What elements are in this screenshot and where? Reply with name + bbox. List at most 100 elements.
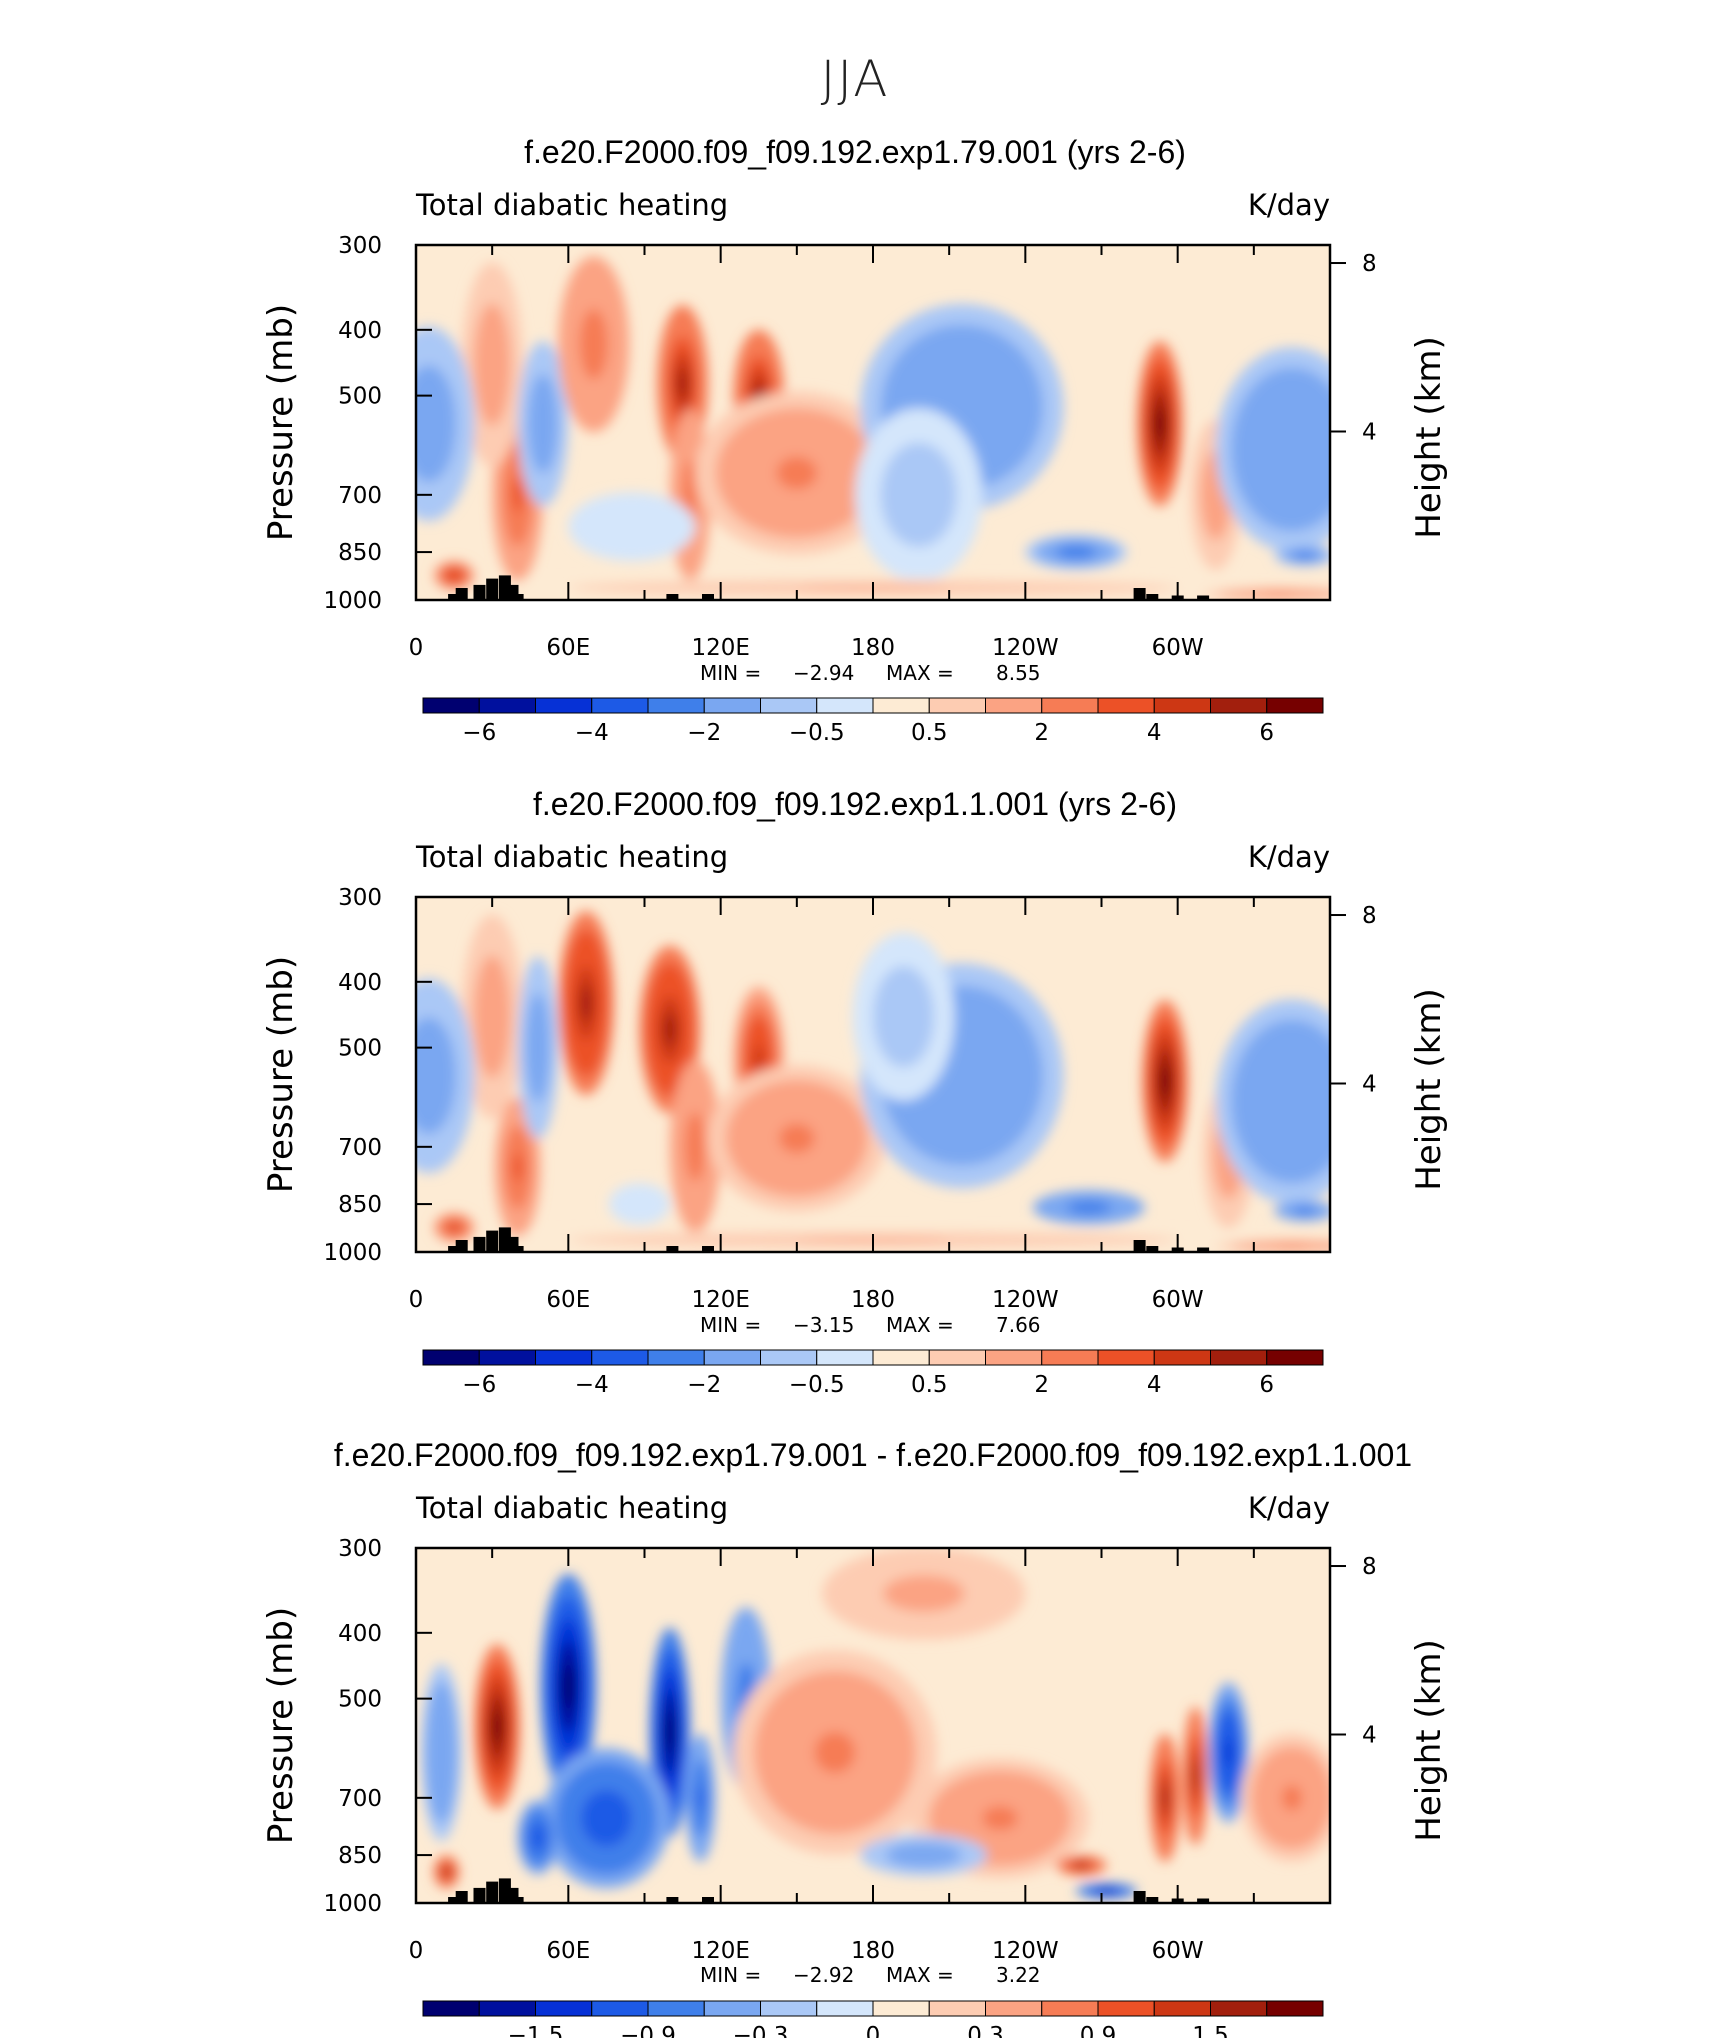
y2-axis-title: Height (km): [1409, 336, 1449, 539]
y-axis-title: Pressure (mb): [261, 1607, 301, 1844]
field-contour: [1192, 1762, 1198, 1790]
x-tick-label: 120E: [691, 1287, 749, 1313]
x-tick-label: 180: [851, 1287, 895, 1313]
colorbar-swatch: [1153, 2000, 1211, 2017]
terrain-block: [511, 1897, 524, 1903]
field-contour: [1298, 553, 1311, 558]
field-contour: [982, 1806, 1018, 1831]
colorbar-swatch: [816, 697, 874, 714]
colorbar-label: −0.3: [733, 2023, 789, 2038]
colorbar-swatch: [1210, 1349, 1268, 1366]
colorbar-swatch: [760, 697, 818, 714]
field-contour: [586, 326, 601, 362]
colorbar-label: 1.5: [1192, 2023, 1229, 2038]
colorbar-swatch: [422, 2000, 480, 2017]
colorbar-label: −1.5: [508, 2023, 564, 2038]
field-contour: [677, 367, 688, 400]
colorbar-swatch: [535, 697, 593, 714]
field-contour: [419, 404, 438, 444]
colorbar-swatch: [985, 697, 1043, 714]
field-layer: [416, 897, 1330, 1252]
colorbar-label: 0.5: [911, 1372, 948, 1398]
stat-max-value: 3.22: [996, 1963, 1041, 1987]
field-contour: [1264, 592, 1295, 596]
field-contour: [562, 1664, 574, 1710]
colorbar-swatch: [816, 2000, 874, 2017]
terrain-block: [666, 594, 679, 600]
field-contour: [513, 1153, 523, 1182]
colorbar-swatch: [872, 697, 930, 714]
x-tick-label: 120W: [992, 635, 1059, 661]
y-axis-title: Pressure (mb): [261, 304, 301, 541]
colorbar-swatch: [1210, 2000, 1268, 2017]
y-tick-label: 850: [338, 540, 382, 566]
field-contour: [437, 1734, 446, 1771]
y2-tick-label: 8: [1362, 1554, 1377, 1580]
x-tick-label: 0: [409, 1938, 424, 1964]
colorbar-swatch: [1266, 697, 1324, 714]
panel: f.e20.F2000.f09_f09.192.exp1.1.001 (yrs …: [261, 786, 1449, 1398]
y-tick-label: 1000: [323, 1240, 382, 1266]
y-tick-label: 400: [338, 1621, 382, 1647]
colorbar-label: −0.9: [620, 2023, 676, 2038]
x-tick-label: 60W: [1152, 635, 1204, 661]
field-contour: [1155, 407, 1165, 441]
field-contour: [1298, 1208, 1311, 1213]
field-contour: [779, 1123, 815, 1153]
colorbar-swatch: [703, 2000, 761, 2017]
x-tick-label: 180: [851, 1938, 895, 1964]
terrain-block: [473, 1236, 486, 1252]
y2-axis-title: Height (km): [1409, 988, 1449, 1191]
terrain-block: [473, 1887, 486, 1903]
field-contour: [444, 1868, 449, 1876]
colorbar-swatch: [1097, 1349, 1155, 1366]
colorbar-label: 0.5: [911, 720, 948, 746]
field-layer: [416, 245, 1330, 600]
colorbar-swatch: [703, 1349, 761, 1366]
terrain-block: [473, 584, 486, 600]
colorbar: −6 −4 −2 −0.5 0.5 2 4 6: [422, 697, 1324, 746]
colorbar-swatch: [703, 697, 761, 714]
terrain-block: [702, 1897, 714, 1903]
panel-units-label: K/day: [1248, 188, 1330, 222]
y-axis-title: Pressure (mb): [261, 956, 301, 1193]
x-tick-label: 180: [851, 635, 895, 661]
y-tick-label: 500: [338, 1036, 382, 1062]
y-tick-label: 400: [338, 318, 382, 344]
field-contour: [814, 1732, 856, 1773]
colorbar-swatch: [1097, 697, 1155, 714]
terrain-block: [511, 1246, 524, 1252]
stat-min-label: MIN =: [700, 661, 761, 685]
terrain-block: [1133, 588, 1146, 600]
colorbar-swatch: [872, 2000, 930, 2017]
field-contour: [665, 1711, 675, 1753]
terrain-block: [1146, 594, 1159, 600]
field-contour: [533, 1829, 543, 1845]
colorbar-swatch: [1041, 697, 1099, 714]
panel-title: f.e20.F2000.f09_f09.192.exp1.79.001 (yrs…: [524, 134, 1186, 170]
colorbar-swatch: [647, 1349, 705, 1366]
colorbar-swatch: [478, 1349, 536, 1366]
field-blobs: [416, 256, 1330, 600]
field-contour: [663, 1012, 677, 1047]
y-tick-label: 500: [338, 1687, 382, 1713]
field-contour: [580, 984, 592, 1022]
figure-title: JJA: [821, 50, 890, 108]
field-contour: [903, 1584, 945, 1603]
colorbar-label: 0.3: [967, 2023, 1004, 2038]
field-contour: [1076, 1863, 1087, 1868]
terrain-block: [511, 594, 524, 600]
field-contour: [1224, 1738, 1233, 1767]
colorbar-label: 0: [866, 2023, 881, 2038]
terrain-block: [455, 588, 468, 600]
contour-plot: 300 400 500 700 850 1000 8 4 0 60E 120E 180 120W 60W P…: [261, 233, 1449, 661]
field-contour: [1065, 548, 1087, 556]
y2-tick-label: 4: [1362, 420, 1377, 446]
y-tick-label: 1000: [323, 588, 382, 614]
terrain-block: [448, 1246, 461, 1252]
colorbar-label: −4: [575, 720, 609, 746]
field-contour: [776, 456, 818, 490]
y2-tick-label: 4: [1362, 1072, 1377, 1098]
x-tick-label: 120E: [691, 1938, 749, 1964]
